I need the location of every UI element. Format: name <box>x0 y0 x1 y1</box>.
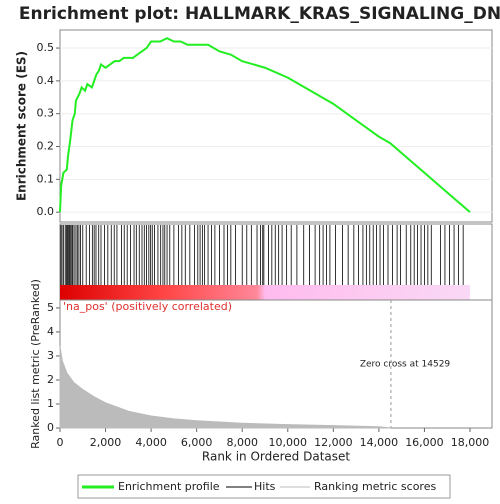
x-tick-label: 16,000 <box>405 436 444 449</box>
x-tick-label: 6,000 <box>181 436 213 449</box>
metric-area <box>59 346 391 429</box>
x-tick-label: 12,000 <box>314 436 353 449</box>
legend-label: Hits <box>254 480 276 493</box>
y-tick-label: 3 <box>47 349 54 362</box>
annotation: Zero cross at 14529 <box>360 360 451 370</box>
chart-title: Enrichment plot: HALLMARK_KRAS_SIGNALING… <box>19 4 500 24</box>
x-tick-label: 2,000 <box>90 436 122 449</box>
y-tick-label: 0 <box>47 421 54 434</box>
x-tick-label: 14,000 <box>360 436 399 449</box>
y-tick-label: 0.5 <box>37 41 55 54</box>
y-tick-label: 5 <box>47 301 54 314</box>
y-axis-title: Enrichment score (ES) <box>15 51 29 201</box>
color-bar <box>60 285 470 300</box>
annotation: 'na_pos' (positively correlated) <box>63 300 232 313</box>
y-tick-label: 1 <box>47 397 54 410</box>
es-line <box>59 37 471 213</box>
y-tick-label: 4 <box>47 325 54 338</box>
legend <box>77 474 451 499</box>
y-tick-label: 0.0 <box>37 205 55 218</box>
legend-label: Enrichment profile <box>118 480 220 493</box>
x-axis-title: Rank in Ordered Dataset <box>202 450 350 464</box>
x-tick-label: 18,000 <box>451 436 490 449</box>
y-tick-label: 0.1 <box>37 172 55 185</box>
x-tick-label: 4,000 <box>135 436 167 449</box>
y-tick-label: 0.4 <box>37 74 55 87</box>
x-tick-label: 0 <box>57 436 64 449</box>
y-tick-label: 2 <box>47 373 54 386</box>
y-tick-label: 0.3 <box>37 107 55 120</box>
es-frame <box>59 29 493 223</box>
x-tick-label: 10,000 <box>269 436 308 449</box>
y-tick-label: 0.2 <box>37 140 55 153</box>
y-axis-title: Ranked list metric (PreRanked) <box>29 279 42 449</box>
x-tick-label: 8,000 <box>226 436 258 449</box>
legend-label: Ranking metric scores <box>314 480 436 493</box>
